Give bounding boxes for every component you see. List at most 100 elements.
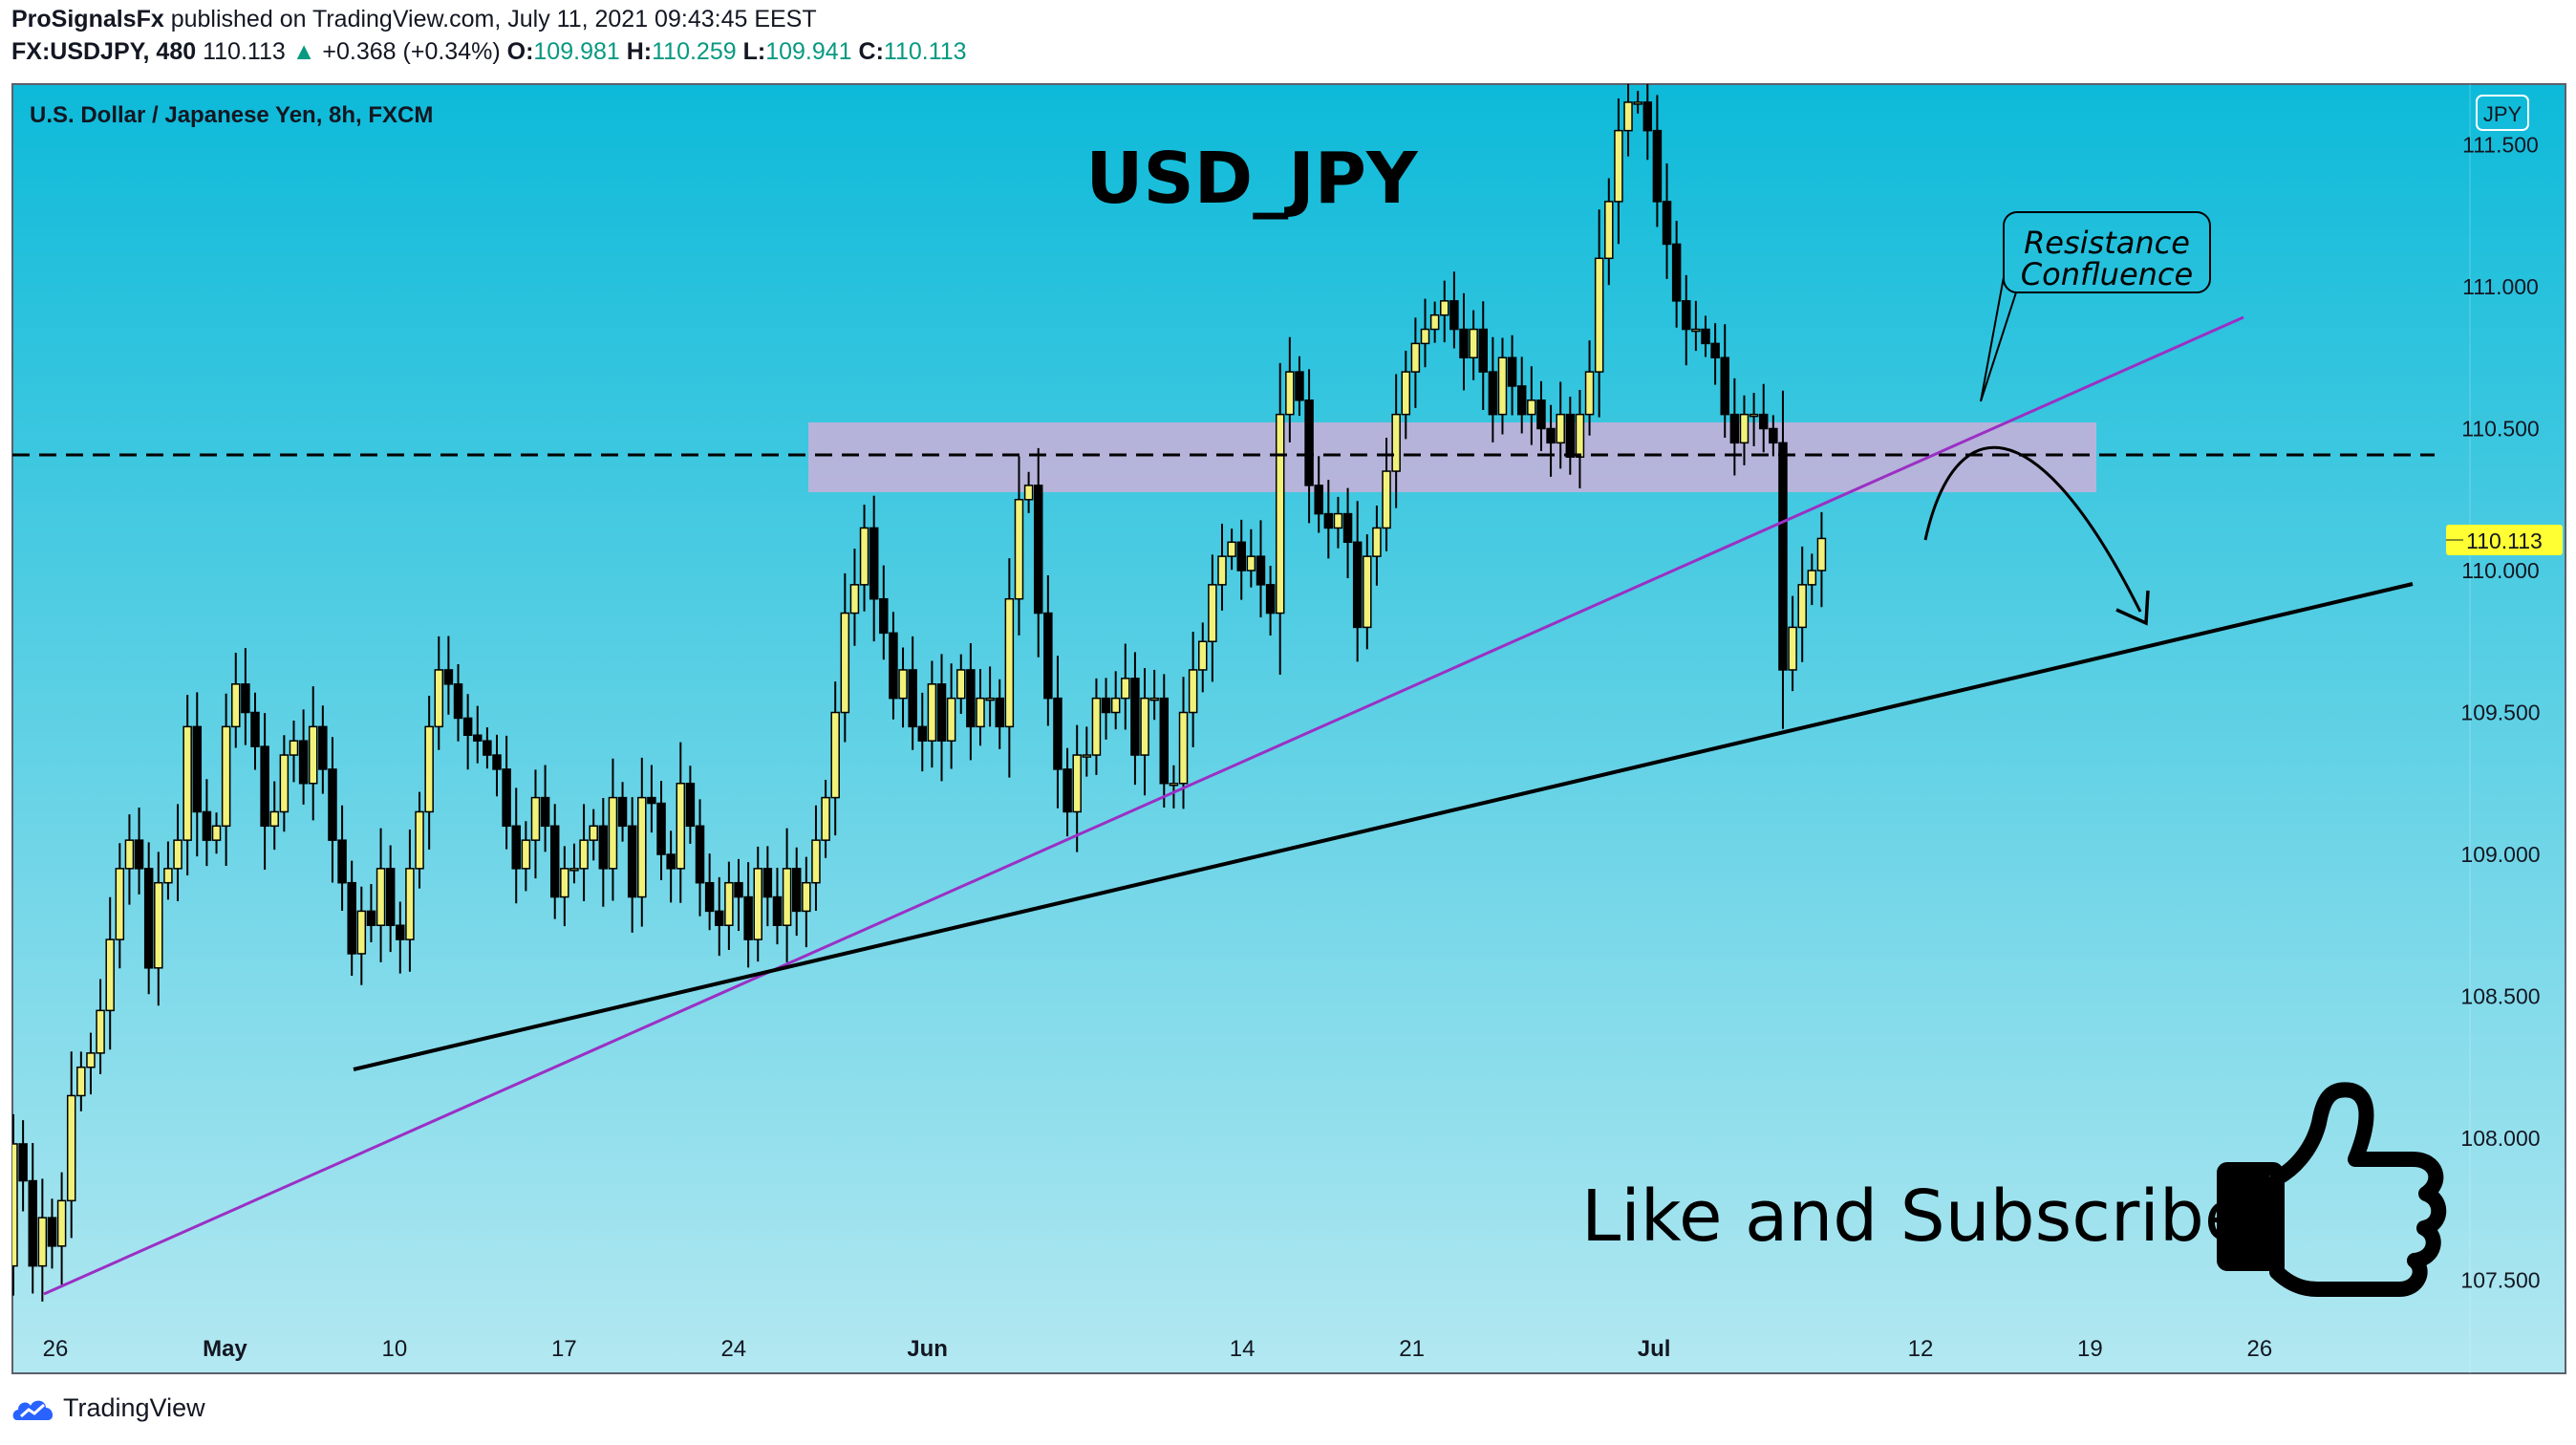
candle-down[interactable] xyxy=(328,768,337,841)
candle-up[interactable] xyxy=(289,740,299,756)
candle-up[interactable] xyxy=(946,697,956,742)
support-trendline[interactable] xyxy=(353,582,2414,1071)
candle-up[interactable] xyxy=(376,868,386,926)
candle-up[interactable] xyxy=(976,697,985,728)
candle-down[interactable] xyxy=(1488,371,1498,416)
price-axis[interactable]: 111.500 111.000 110.500 110.000 109.500 109.0… xyxy=(2460,133,2540,1293)
candle-up[interactable] xyxy=(356,910,367,955)
candle-up[interactable] xyxy=(1188,669,1198,714)
candle-down[interactable] xyxy=(1159,697,1170,785)
candle-up[interactable] xyxy=(1217,555,1227,586)
candle-down[interactable] xyxy=(1323,512,1334,529)
candle-down[interactable] xyxy=(443,669,454,685)
candle-up[interactable] xyxy=(1420,328,1430,345)
candle-down[interactable] xyxy=(483,740,492,756)
candle-up[interactable] xyxy=(1469,328,1478,358)
candle-up[interactable] xyxy=(1140,697,1149,756)
candle-up[interactable] xyxy=(676,783,686,870)
candle-up[interactable] xyxy=(1584,371,1595,416)
candle-up[interactable] xyxy=(405,868,415,940)
candle-up[interactable] xyxy=(124,839,135,870)
candle-down[interactable] xyxy=(1671,243,1682,302)
candle-up[interactable] xyxy=(560,868,569,898)
candle-down[interactable] xyxy=(241,683,250,714)
candle-up[interactable] xyxy=(859,527,869,586)
candle-down[interactable] xyxy=(936,683,947,742)
candle-up[interactable] xyxy=(279,754,290,813)
candle-up[interactable] xyxy=(821,796,830,841)
candle-down[interactable] xyxy=(715,910,724,927)
candle-up[interactable] xyxy=(1691,328,1701,333)
candle-down[interactable] xyxy=(1507,356,1517,387)
candle-up[interactable] xyxy=(753,868,762,940)
candle-down[interactable] xyxy=(1236,541,1246,572)
candle-down[interactable] xyxy=(1256,555,1266,586)
candle-up[interactable] xyxy=(1372,527,1382,557)
candle-down[interactable] xyxy=(385,868,396,926)
candle-up[interactable] xyxy=(1614,129,1623,203)
candle-up[interactable] xyxy=(1121,678,1130,700)
candle-down[interactable] xyxy=(28,1179,37,1267)
candle-down[interactable] xyxy=(549,825,560,898)
candle-down[interactable] xyxy=(1304,399,1314,486)
candle-down[interactable] xyxy=(202,810,212,841)
candle-up[interactable] xyxy=(840,612,850,714)
candle-down[interactable] xyxy=(143,868,154,969)
candle-up[interactable] xyxy=(1178,711,1189,785)
candle-down[interactable] xyxy=(889,632,898,700)
candle-up[interactable] xyxy=(1091,697,1102,756)
candle-down[interactable] xyxy=(1478,328,1488,373)
candle-down[interactable] xyxy=(734,881,743,898)
candle-down[interactable] xyxy=(192,725,203,813)
candle-up[interactable] xyxy=(1749,413,1759,418)
candle-down[interactable] xyxy=(656,802,666,855)
candle-up[interactable] xyxy=(985,697,995,701)
candle-up[interactable] xyxy=(1575,413,1585,458)
candle-up[interactable] xyxy=(86,1052,96,1068)
candle-up[interactable] xyxy=(1004,597,1015,728)
candle-down[interactable] xyxy=(1516,385,1527,416)
candle-up[interactable] xyxy=(1788,626,1797,671)
candle-down[interactable] xyxy=(1265,584,1276,615)
candle-up[interactable] xyxy=(105,938,115,1012)
candle-up[interactable] xyxy=(637,796,647,898)
candle-up[interactable] xyxy=(231,683,241,728)
candle-down[interactable] xyxy=(1130,678,1140,756)
candle-up[interactable] xyxy=(1739,413,1750,444)
candle-up[interactable] xyxy=(1275,413,1285,615)
candle-down[interactable] xyxy=(1565,413,1576,458)
candle-up[interactable] xyxy=(76,1067,86,1097)
candle-up[interactable] xyxy=(569,868,579,872)
candle-up[interactable] xyxy=(424,725,434,813)
candle-up[interactable] xyxy=(1410,342,1421,373)
candle-up[interactable] xyxy=(37,1217,48,1267)
candle-up[interactable] xyxy=(1363,555,1372,629)
tradingview-footer[interactable]: TradingView xyxy=(11,1393,205,1423)
candle-up[interactable] xyxy=(1023,485,1034,501)
candle-up[interactable] xyxy=(269,810,279,828)
candle-up[interactable] xyxy=(1391,413,1401,472)
author-name[interactable]: ProSignalsFx xyxy=(11,6,164,32)
candle-up[interactable] xyxy=(724,881,734,927)
candle-down[interactable] xyxy=(1662,201,1672,246)
candle-up[interactable] xyxy=(589,825,598,841)
candle-down[interactable] xyxy=(1459,328,1469,358)
currency-badge[interactable]: JPY xyxy=(2476,95,2529,131)
candle-up[interactable] xyxy=(1082,754,1092,758)
candle-down[interactable] xyxy=(260,745,269,828)
candle-up[interactable] xyxy=(96,1009,105,1054)
candle-up[interactable] xyxy=(415,810,424,870)
candle-down[interactable] xyxy=(511,825,521,870)
candle-up[interactable] xyxy=(802,881,811,913)
candle-down[interactable] xyxy=(704,881,715,913)
candle-up[interactable] xyxy=(163,868,173,884)
candle-up[interactable] xyxy=(849,584,860,615)
candle-up[interactable] xyxy=(1497,356,1508,416)
resistance-zone[interactable] xyxy=(808,422,2096,492)
candle-up[interactable] xyxy=(1556,413,1565,444)
candle-up[interactable] xyxy=(530,796,541,841)
candle-up[interactable] xyxy=(1633,101,1642,105)
candle-down[interactable] xyxy=(762,868,773,898)
candle-down[interactable] xyxy=(366,910,376,927)
candle-up[interactable] xyxy=(1604,201,1614,260)
